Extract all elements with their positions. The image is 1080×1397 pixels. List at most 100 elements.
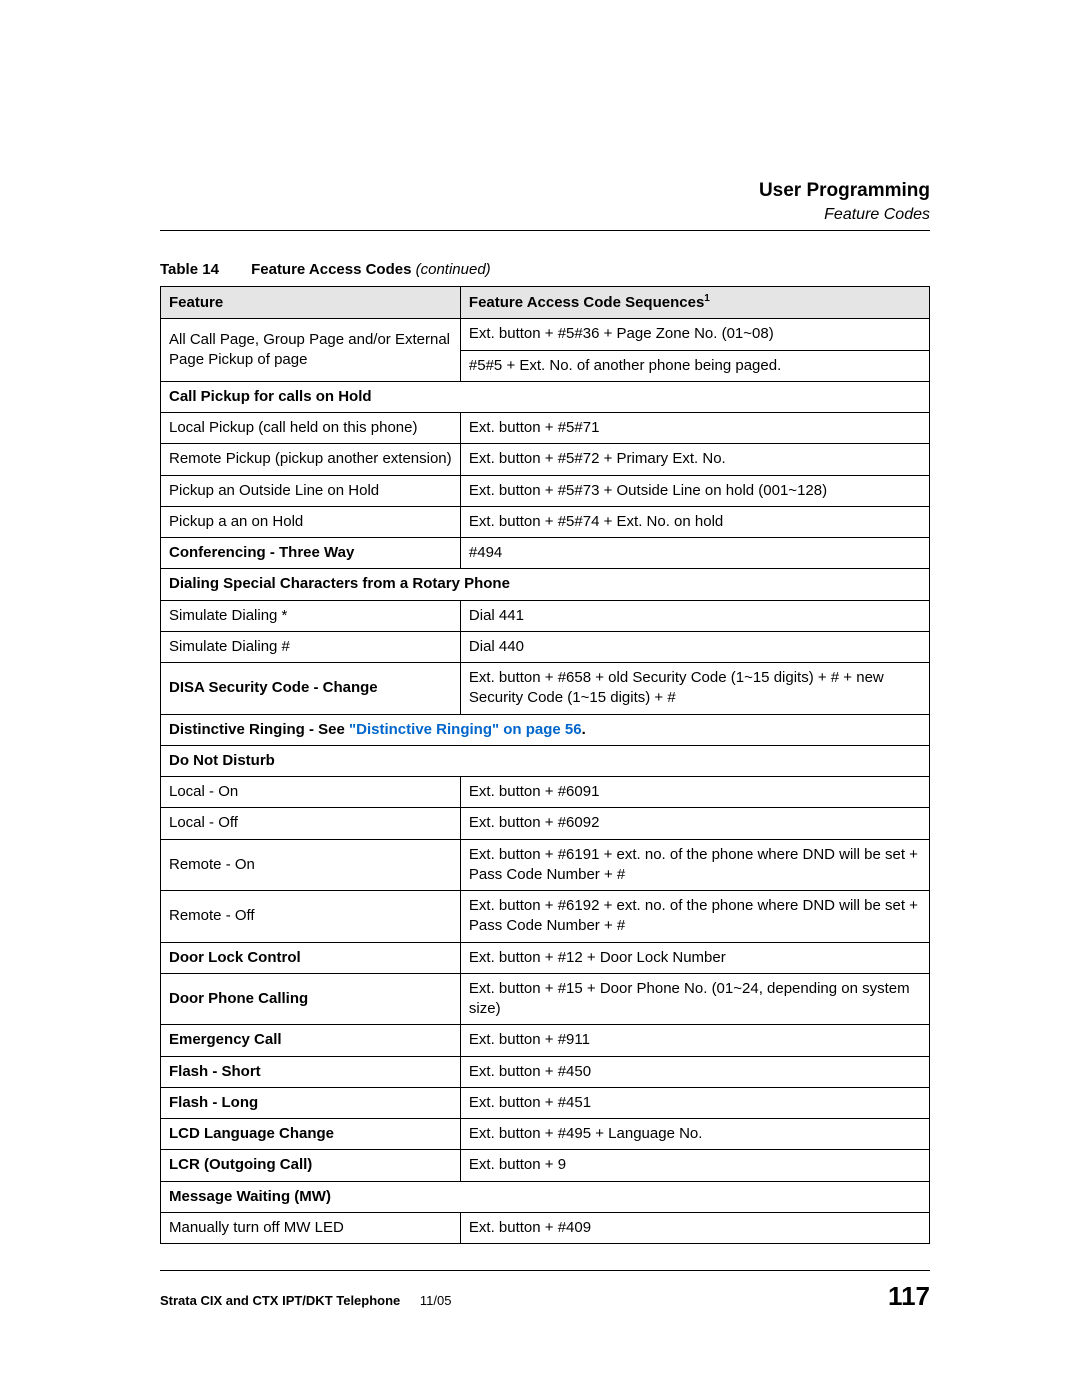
cell-feature: Door Lock Control xyxy=(161,942,461,973)
cell-feature: Emergency Call xyxy=(161,1025,461,1056)
cell-feature: Manually turn off MW LED xyxy=(161,1212,461,1243)
cell-feature: LCR (Outgoing Call) xyxy=(161,1150,461,1181)
cell-code: Ext. button + #658 + old Security Code (… xyxy=(460,663,929,715)
cell-feature: DISA Security Code - Change xyxy=(161,663,461,715)
cell-code: Ext. button + #5#74 + Ext. No. on hold xyxy=(460,506,929,537)
cell-feature: Flash - Long xyxy=(161,1087,461,1118)
table-row: Door Phone Calling Ext. button + #15 + D… xyxy=(161,973,930,1025)
feature-codes-table: Feature Feature Access Code Sequences1 A… xyxy=(160,286,930,1244)
col-sequence-text: Feature Access Code Sequences xyxy=(469,294,704,311)
cell-code: Ext. button + #5#72 + Primary Ext. No. xyxy=(460,444,929,475)
cell-feature: Pickup an Outside Line on Hold xyxy=(161,475,461,506)
cell-code: Ext. button + #5#36 + Page Zone No. (01~… xyxy=(460,319,929,350)
table-header-row: Feature Feature Access Code Sequences1 xyxy=(161,287,930,319)
section-call-pickup: Call Pickup for calls on Hold xyxy=(161,381,930,412)
footer-doc-title: Strata CIX and CTX IPT/DKT Telephone xyxy=(160,1293,400,1308)
table-row: Conferencing - Three Way #494 xyxy=(161,538,930,569)
cell-code: Ext. button + #911 xyxy=(460,1025,929,1056)
page: User Programming Feature Codes Table 14 … xyxy=(0,0,1080,1397)
table-row: Distinctive Ringing - See "Distinctive R… xyxy=(161,714,930,745)
chapter-title: User Programming xyxy=(160,180,930,202)
cell-feature: Remote Pickup (pickup another extension) xyxy=(161,444,461,475)
cell-code: Ext. button + #409 xyxy=(460,1212,929,1243)
cell-feature: Simulate Dialing # xyxy=(161,631,461,662)
cell-code: Dial 440 xyxy=(460,631,929,662)
page-header: User Programming Feature Codes xyxy=(160,180,930,224)
cell-code: Ext. button + #495 + Language No. xyxy=(460,1119,929,1150)
cell-feature: Local Pickup (call held on this phone) xyxy=(161,413,461,444)
footer-row: Strata CIX and CTX IPT/DKT Telephone 11/… xyxy=(160,1281,930,1312)
cell-code: Ext. button + #6092 xyxy=(460,808,929,839)
table-row: Emergency Call Ext. button + #911 xyxy=(161,1025,930,1056)
section-title: Feature Codes xyxy=(160,206,930,224)
page-number: 117 xyxy=(888,1281,930,1312)
table-title: Feature Access Codes (continued) xyxy=(251,261,491,278)
table-row: Pickup an Outside Line on Hold Ext. butt… xyxy=(161,475,930,506)
cell-feature: Conferencing - Three Way xyxy=(161,538,461,569)
cell-feature: Remote - On xyxy=(161,839,461,891)
footer-rule xyxy=(160,1270,930,1271)
section-dnd: Do Not Disturb xyxy=(161,745,930,776)
cell-code: #5#5 + Ext. No. of another phone being p… xyxy=(460,350,929,381)
table-row: Local - On Ext. button + #6091 xyxy=(161,777,930,808)
col-sequence: Feature Access Code Sequences1 xyxy=(460,287,929,319)
cell-feature: Door Phone Calling xyxy=(161,973,461,1025)
table-row: Door Lock Control Ext. button + #12 + Do… xyxy=(161,942,930,973)
table-row: Local Pickup (call held on this phone) E… xyxy=(161,413,930,444)
cell-feature: Pickup a an on Hold xyxy=(161,506,461,537)
cell-feature: LCD Language Change xyxy=(161,1119,461,1150)
table-row: DISA Security Code - Change Ext. button … xyxy=(161,663,930,715)
cell-feature: Local - Off xyxy=(161,808,461,839)
table-row: Do Not Disturb xyxy=(161,745,930,776)
table-row: Dialing Special Characters from a Rotary… xyxy=(161,569,930,600)
section-mw: Message Waiting (MW) xyxy=(161,1181,930,1212)
cell-code: Ext. button + #12 + Door Lock Number xyxy=(460,942,929,973)
cell-code: Ext. button + #6191 + ext. no. of the ph… xyxy=(460,839,929,891)
dr-pre: Distinctive Ringing - See xyxy=(169,721,349,738)
table-row: Simulate Dialing * Dial 441 xyxy=(161,600,930,631)
cell-feature: Remote - Off xyxy=(161,891,461,943)
cell-code: Ext. button + #450 xyxy=(460,1056,929,1087)
table-row: Message Waiting (MW) xyxy=(161,1181,930,1212)
table-row: LCR (Outgoing Call) Ext. button + 9 xyxy=(161,1150,930,1181)
footer-doc: Strata CIX and CTX IPT/DKT Telephone 11/… xyxy=(160,1293,452,1308)
col-feature: Feature xyxy=(161,287,461,319)
table-row: Manually turn off MW LED Ext. button + #… xyxy=(161,1212,930,1243)
table-row: All Call Page, Group Page and/or Externa… xyxy=(161,319,930,350)
cell-code: Ext. button + #6091 xyxy=(460,777,929,808)
table-row: Local - Off Ext. button + #6092 xyxy=(161,808,930,839)
table-row: Remote - Off Ext. button + #6192 + ext. … xyxy=(161,891,930,943)
dr-post: . xyxy=(582,721,586,738)
cell-code: Ext. button + #5#71 xyxy=(460,413,929,444)
cell-code: #494 xyxy=(460,538,929,569)
table-continued: (continued) xyxy=(416,261,491,278)
table-title-text: Feature Access Codes xyxy=(251,261,416,278)
cell-feature: Local - On xyxy=(161,777,461,808)
table-number: Table 14 xyxy=(160,261,219,278)
table-caption: Table 14 Feature Access Codes (continued… xyxy=(160,261,930,278)
section-dial-special: Dialing Special Characters from a Rotary… xyxy=(161,569,930,600)
page-footer: Strata CIX and CTX IPT/DKT Telephone 11/… xyxy=(160,1270,930,1312)
header-rule xyxy=(160,230,930,231)
cell-feature: All Call Page, Group Page and/or Externa… xyxy=(161,319,461,382)
footer-date: 11/05 xyxy=(420,1293,452,1308)
section-distinctive-ringing: Distinctive Ringing - See "Distinctive R… xyxy=(161,714,930,745)
table-row: Call Pickup for calls on Hold xyxy=(161,381,930,412)
cell-feature: Simulate Dialing * xyxy=(161,600,461,631)
table-row: Remote Pickup (pickup another extension)… xyxy=(161,444,930,475)
table-row: Flash - Short Ext. button + #450 xyxy=(161,1056,930,1087)
cell-feature: Flash - Short xyxy=(161,1056,461,1087)
cell-code: Dial 441 xyxy=(460,600,929,631)
cell-code: Ext. button + #5#73 + Outside Line on ho… xyxy=(460,475,929,506)
table-row: Remote - On Ext. button + #6191 + ext. n… xyxy=(161,839,930,891)
table-row: LCD Language Change Ext. button + #495 +… xyxy=(161,1119,930,1150)
cell-code: Ext. button + 9 xyxy=(460,1150,929,1181)
table-row: Flash - Long Ext. button + #451 xyxy=(161,1087,930,1118)
distinctive-ringing-link[interactable]: "Distinctive Ringing" on page 56 xyxy=(349,721,582,738)
table-row: Pickup a an on Hold Ext. button + #5#74 … xyxy=(161,506,930,537)
cell-code: Ext. button + #15 + Door Phone No. (01~2… xyxy=(460,973,929,1025)
cell-code: Ext. button + #451 xyxy=(460,1087,929,1118)
cell-code: Ext. button + #6192 + ext. no. of the ph… xyxy=(460,891,929,943)
col-sequence-sup: 1 xyxy=(704,293,710,304)
table-row: Simulate Dialing # Dial 440 xyxy=(161,631,930,662)
